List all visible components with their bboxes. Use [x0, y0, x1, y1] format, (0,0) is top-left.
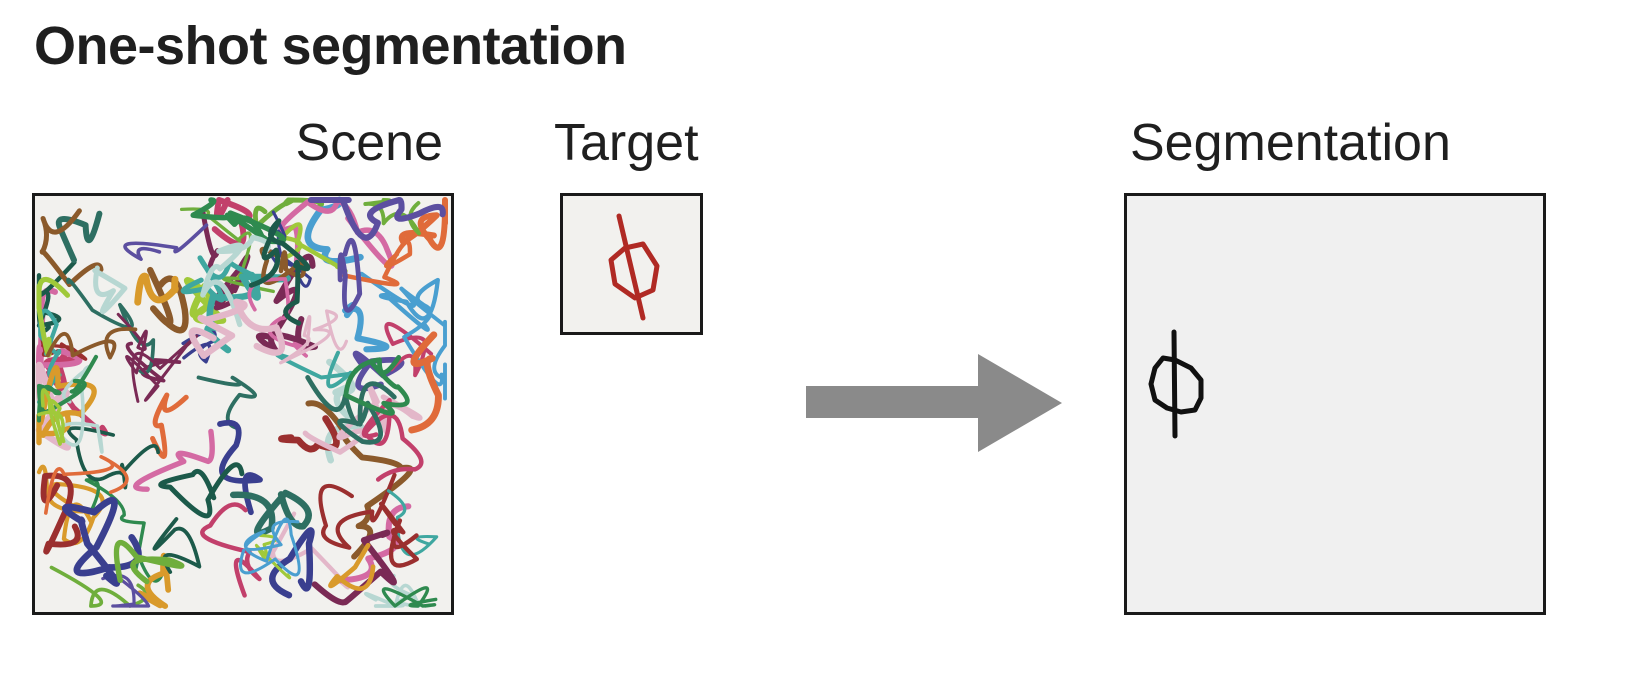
figure-title: One-shot segmentation: [34, 16, 627, 76]
scene-scribble: [123, 223, 209, 261]
scene-scribble: [180, 255, 253, 303]
right-arrow-icon: [806, 354, 1062, 452]
scene-scribble: [188, 298, 286, 359]
scene-scribble: [158, 462, 245, 519]
scene-scribble: [379, 501, 419, 568]
scene-scribble: [66, 277, 156, 375]
scene-scribble: [363, 198, 421, 236]
scene-scribble: [45, 326, 138, 360]
scene-scribble: [36, 287, 83, 369]
scene-scribble: [402, 292, 447, 401]
scene-scribble: [318, 472, 397, 550]
segmented-character: [1148, 329, 1204, 439]
target-character: [608, 213, 660, 321]
scene-scribble: [269, 527, 315, 599]
scene-scribble: [342, 239, 413, 287]
scene-scribble: [381, 586, 438, 608]
scene-scribble: [101, 573, 151, 608]
scene-scribble: [150, 392, 189, 459]
scene-scribble: [37, 388, 66, 446]
scene-scribble: [386, 489, 439, 557]
scene-scribble: [113, 539, 185, 585]
scene-scribble: [152, 517, 202, 574]
scene-scribble: [274, 350, 354, 389]
scene-scribble: [278, 415, 340, 453]
scene-scribble: [311, 529, 397, 606]
scene-scribble: [305, 375, 397, 445]
scene-scribble: [55, 210, 103, 264]
scene-scribble: [44, 455, 129, 515]
scene-scribble: [238, 517, 301, 577]
segmentation-label: Segmentation: [1130, 114, 1451, 172]
scene-scribble: [342, 302, 390, 353]
target-image: [560, 193, 703, 335]
scene-scribble: [337, 238, 363, 313]
scene-scribble: [229, 489, 312, 537]
scene-scribble: [134, 272, 179, 306]
scene-scribble: [190, 197, 287, 245]
scene-scribble: [179, 207, 275, 294]
scene-scribble: [116, 312, 199, 403]
segmentation-image: [1124, 193, 1546, 615]
scene-scribble: [408, 331, 442, 434]
scene-scribble: [248, 218, 311, 326]
scene-scribbles: [35, 196, 448, 609]
scene-scribble: [302, 385, 423, 455]
scene-image: [32, 193, 454, 615]
scene-scribble: [343, 355, 410, 416]
scene-scribble: [307, 196, 446, 241]
scene-scribble: [328, 542, 376, 592]
scene-scribble: [196, 375, 257, 431]
scene-scribble: [92, 265, 128, 315]
scene-scribble: [200, 234, 271, 328]
scene-scribble: [133, 428, 215, 492]
scene-label: Scene: [295, 114, 443, 172]
scene-scribble: [279, 309, 348, 365]
target-label: Target: [554, 114, 699, 172]
scene-scribble: [39, 208, 104, 288]
scene-scribble: [61, 497, 142, 587]
